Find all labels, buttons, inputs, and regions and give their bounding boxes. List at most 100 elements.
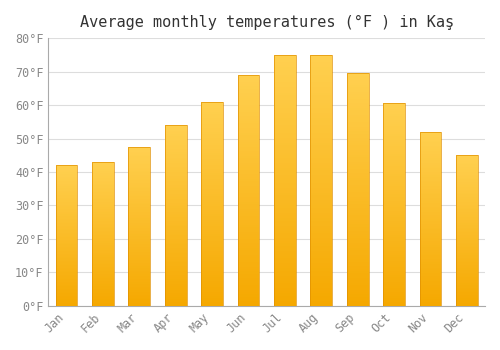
Bar: [165, 239, 186, 241]
Bar: [383, 227, 405, 229]
Bar: [383, 211, 405, 213]
Bar: [165, 270, 186, 272]
Bar: [56, 203, 78, 205]
Bar: [310, 240, 332, 243]
Bar: [165, 226, 186, 228]
Bar: [456, 255, 477, 256]
Bar: [274, 170, 296, 173]
Bar: [128, 188, 150, 190]
Bar: [310, 231, 332, 233]
Bar: [420, 297, 442, 299]
Bar: [201, 251, 223, 253]
Bar: [420, 262, 442, 264]
Bar: [420, 202, 442, 203]
Bar: [128, 255, 150, 257]
Bar: [128, 210, 150, 212]
Bar: [165, 206, 186, 208]
Bar: [420, 205, 442, 206]
Bar: [310, 278, 332, 281]
Bar: [201, 139, 223, 140]
Bar: [456, 155, 477, 157]
Bar: [128, 295, 150, 296]
Bar: [310, 253, 332, 255]
Bar: [420, 172, 442, 174]
Bar: [128, 245, 150, 247]
Bar: [238, 271, 260, 273]
Bar: [383, 239, 405, 241]
Bar: [456, 182, 477, 184]
Bar: [274, 276, 296, 278]
Bar: [383, 162, 405, 164]
Bar: [383, 138, 405, 140]
Bar: [456, 226, 477, 228]
Bar: [56, 189, 78, 191]
Bar: [128, 238, 150, 239]
Bar: [165, 293, 186, 295]
Bar: [420, 266, 442, 267]
Bar: [128, 152, 150, 153]
Bar: [456, 173, 477, 175]
Bar: [56, 302, 78, 303]
Bar: [420, 257, 442, 259]
Bar: [310, 140, 332, 143]
Bar: [165, 205, 186, 206]
Bar: [456, 282, 477, 283]
Bar: [274, 281, 296, 283]
Bar: [310, 103, 332, 105]
Bar: [456, 216, 477, 217]
Bar: [420, 299, 442, 301]
Bar: [420, 302, 442, 304]
Bar: [346, 273, 368, 275]
Bar: [383, 132, 405, 134]
Bar: [383, 217, 405, 219]
Bar: [383, 284, 405, 286]
Bar: [92, 192, 114, 194]
Bar: [201, 218, 223, 220]
Bar: [201, 296, 223, 298]
Bar: [128, 161, 150, 163]
Bar: [383, 231, 405, 233]
Bar: [201, 263, 223, 265]
Bar: [238, 110, 260, 112]
Bar: [128, 300, 150, 301]
Bar: [274, 296, 296, 298]
Bar: [238, 133, 260, 135]
Bar: [201, 134, 223, 136]
Bar: [56, 240, 78, 241]
Bar: [56, 172, 78, 174]
Bar: [274, 233, 296, 236]
Bar: [383, 136, 405, 138]
Bar: [92, 294, 114, 296]
Bar: [56, 290, 78, 292]
Bar: [165, 125, 186, 306]
Bar: [238, 216, 260, 218]
Bar: [456, 300, 477, 301]
Bar: [165, 168, 186, 170]
Bar: [128, 201, 150, 203]
Bar: [346, 287, 368, 289]
Bar: [456, 155, 477, 306]
Bar: [165, 224, 186, 226]
Bar: [456, 205, 477, 206]
Bar: [346, 271, 368, 273]
Bar: [346, 296, 368, 299]
Bar: [56, 194, 78, 195]
Bar: [383, 271, 405, 273]
Bar: [165, 188, 186, 190]
Bar: [128, 257, 150, 258]
Bar: [92, 232, 114, 234]
Bar: [165, 241, 186, 243]
Bar: [56, 167, 78, 168]
Bar: [92, 277, 114, 279]
Bar: [56, 208, 78, 209]
Bar: [165, 268, 186, 270]
Bar: [274, 62, 296, 65]
Bar: [128, 214, 150, 215]
Bar: [92, 292, 114, 293]
Bar: [420, 267, 442, 269]
Bar: [274, 57, 296, 60]
Bar: [420, 217, 442, 219]
Bar: [56, 279, 78, 281]
Bar: [310, 80, 332, 83]
Bar: [383, 270, 405, 271]
